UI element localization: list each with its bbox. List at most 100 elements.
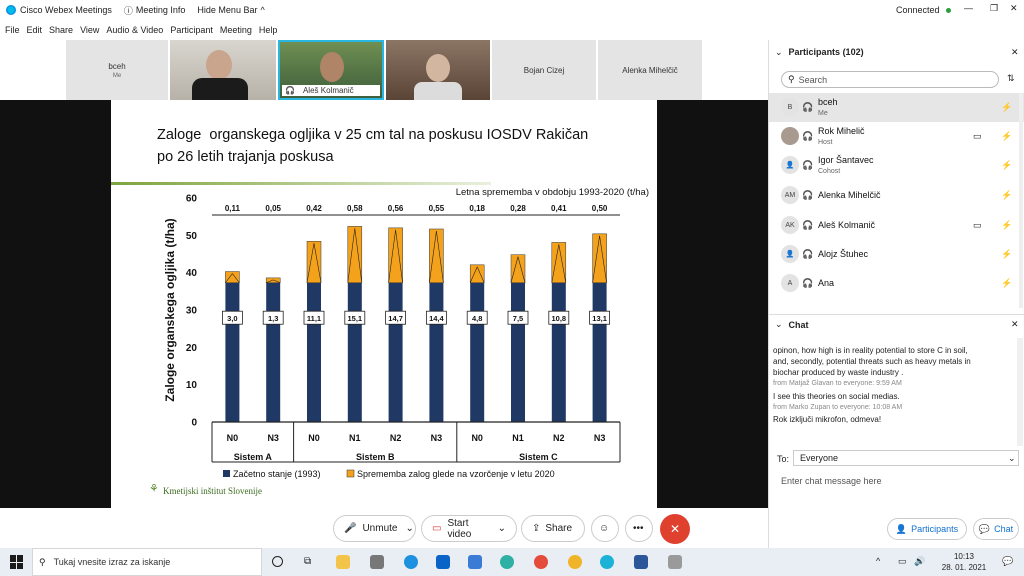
headset-icon: 🎧 [802, 220, 814, 230]
avatar: AK [781, 216, 799, 234]
chrome-2-icon[interactable] [568, 555, 582, 569]
participant-row[interactable]: 🎧 Rok Mihelič Host ▭ ⚡ [769, 122, 1024, 151]
chat-input[interactable]: Enter chat message here [781, 476, 882, 486]
change-label: 7,5 [513, 314, 523, 323]
maximize-icon[interactable]: ❐ [990, 3, 999, 13]
menu-bar: File Edit Share View Audio & Video Parti… [0, 20, 768, 40]
minimize-icon[interactable]: — [964, 3, 973, 13]
close-window-icon[interactable]: ✕ [1010, 3, 1018, 13]
menu-audio-video[interactable]: Audio & Video [106, 25, 164, 35]
avatar: AM [781, 186, 799, 204]
start-video-button[interactable]: ▭ Start video ⌄ [421, 515, 517, 542]
app-icon[interactable] [668, 555, 682, 569]
bar-change [388, 227, 403, 283]
chevron-down-icon[interactable]: ⌄ [775, 46, 783, 57]
menu-edit[interactable]: Edit [26, 25, 43, 35]
annual-change-label: 0,55 [429, 204, 445, 213]
bar-base [592, 282, 607, 422]
clock[interactable]: 10:13 28. 01. 2021 [941, 552, 987, 572]
participant-row[interactable]: A 🎧 Ana ⚡ [769, 269, 1024, 298]
ellipsis-icon: ••• [633, 523, 644, 534]
change-label-box [589, 310, 611, 325]
chat-message: Rok izključi mikrofon, odmeva! [773, 415, 882, 424]
annual-change-label: 0,41 [551, 204, 567, 213]
active-speaker-tile[interactable]: 🎧 Aleš Kolmanič [278, 40, 384, 100]
close-panel-icon[interactable]: ✕ [1011, 46, 1019, 57]
reactions-button[interactable]: ☺ [591, 515, 619, 542]
taskbar-search[interactable]: ⚲ Tukaj vnesite izraz za iskanje [32, 548, 262, 576]
headset-icon: 🎧 [802, 160, 814, 170]
self-video-tile[interactable]: bceh Me [66, 40, 168, 100]
meeting-info-button[interactable]: ⓘ Meeting Info [123, 5, 186, 16]
tab-participants[interactable]: 👤 Participants [887, 518, 967, 540]
annotation-header: Letna sprememba v obdobju 1993-2020 (t/h… [456, 187, 649, 198]
sort-icon[interactable]: ⇅ [1007, 73, 1015, 83]
bar-base [511, 282, 525, 422]
recipient-select[interactable]: Everyone ⌄ [793, 450, 1019, 466]
windows-start-icon[interactable] [10, 555, 24, 569]
task-view-icon[interactable]: ⧉ [304, 556, 312, 567]
bar-connector [395, 229, 403, 283]
participant-row[interactable]: AM 🎧 Alenka Mihelčič ⚡ [769, 181, 1024, 210]
microphone-muted-icon: 🎤 [344, 523, 357, 534]
share-icon: ⇪ [532, 523, 541, 534]
group-label: Sistem A [234, 452, 273, 462]
change-label-box [425, 310, 447, 325]
unmute-button[interactable]: 🎤 Unmute ⌄ [333, 515, 416, 542]
video-tile-3[interactable] [386, 40, 490, 100]
annual-change-label: 0,56 [388, 204, 404, 213]
x-tick-label: N0 [471, 433, 483, 443]
system-tray-chevron-icon[interactable]: ^ [876, 556, 881, 566]
menu-share[interactable]: Share [49, 25, 74, 35]
bar-connector [306, 243, 315, 283]
muted-icon: ⚡ [1001, 102, 1013, 112]
participant-row[interactable]: 👤 🎧 Alojz Štuhec ⚡ [769, 240, 1024, 269]
cortana-icon[interactable] [272, 556, 283, 567]
close-chat-icon[interactable]: ✕ [1011, 319, 1019, 329]
menu-participant[interactable]: Participant [170, 25, 213, 35]
muted-icon: ⚡ [1001, 160, 1013, 170]
active-speaker-label: 🎧 Aleš Kolmanič [282, 85, 380, 96]
menu-meeting[interactable]: Meeting [219, 25, 252, 35]
outlook-icon[interactable] [436, 555, 450, 569]
participant-row[interactable]: AK 🎧 Aleš Kolmanič ▭ ⚡ [769, 211, 1024, 240]
webex-taskbar-icon[interactable] [600, 555, 614, 569]
participant-row[interactable]: 👤 🎧 Igor Šantavec Cohost ⚡ [769, 151, 1024, 180]
chat-header: ⌄ Chat ✕ [769, 314, 1024, 334]
x-tick-label: N0 [308, 433, 320, 443]
menu-file[interactable]: File [5, 25, 20, 35]
more-options-button[interactable]: ••• [625, 515, 653, 542]
hide-menu-bar-button[interactable]: Hide Menu Bar ^ [197, 5, 265, 15]
video-tile-bojan[interactable]: Bojan Cizej [492, 40, 596, 100]
video-tile-alenka[interactable]: Alenka Mihelčič [598, 40, 702, 100]
chat-scrollbar[interactable] [1017, 338, 1023, 446]
participant-row[interactable]: B 🎧 bceh Me ⚡ [769, 93, 1024, 122]
file-explorer-icon[interactable] [336, 555, 350, 569]
bar-connector [558, 244, 567, 283]
chrome-icon[interactable] [534, 555, 548, 569]
change-label-box [548, 310, 570, 325]
notification-icon[interactable]: 💬 [1002, 556, 1014, 566]
unmuted-icon: ⚡ [1001, 220, 1013, 230]
scrollbar[interactable] [1019, 93, 1023, 308]
mail-icon[interactable] [468, 555, 482, 569]
x-tick-label: N2 [390, 433, 402, 443]
leave-meeting-button[interactable]: ✕ [660, 514, 690, 544]
store-icon[interactable] [370, 555, 384, 569]
connection-status: Connected [896, 5, 952, 15]
edge-legacy-icon[interactable] [404, 555, 418, 569]
tab-chat[interactable]: 💬 Chat [973, 518, 1019, 540]
video-tile-host[interactable] [170, 40, 276, 100]
share-button[interactable]: ⇪ Share [521, 515, 585, 542]
bar-base [429, 282, 444, 422]
word-icon[interactable] [634, 555, 648, 569]
participant-search[interactable]: ⚲ Search [781, 71, 999, 88]
chevron-down-icon[interactable]: ⌄ [775, 319, 783, 329]
edge-icon[interactable] [500, 555, 514, 569]
change-label-box [222, 310, 243, 325]
menu-view[interactable]: View [80, 25, 100, 35]
x-tick-label: N0 [227, 433, 239, 443]
close-icon: ✕ [669, 522, 681, 536]
chevron-up-icon: ^ [260, 5, 265, 15]
menu-help[interactable]: Help [258, 25, 278, 35]
